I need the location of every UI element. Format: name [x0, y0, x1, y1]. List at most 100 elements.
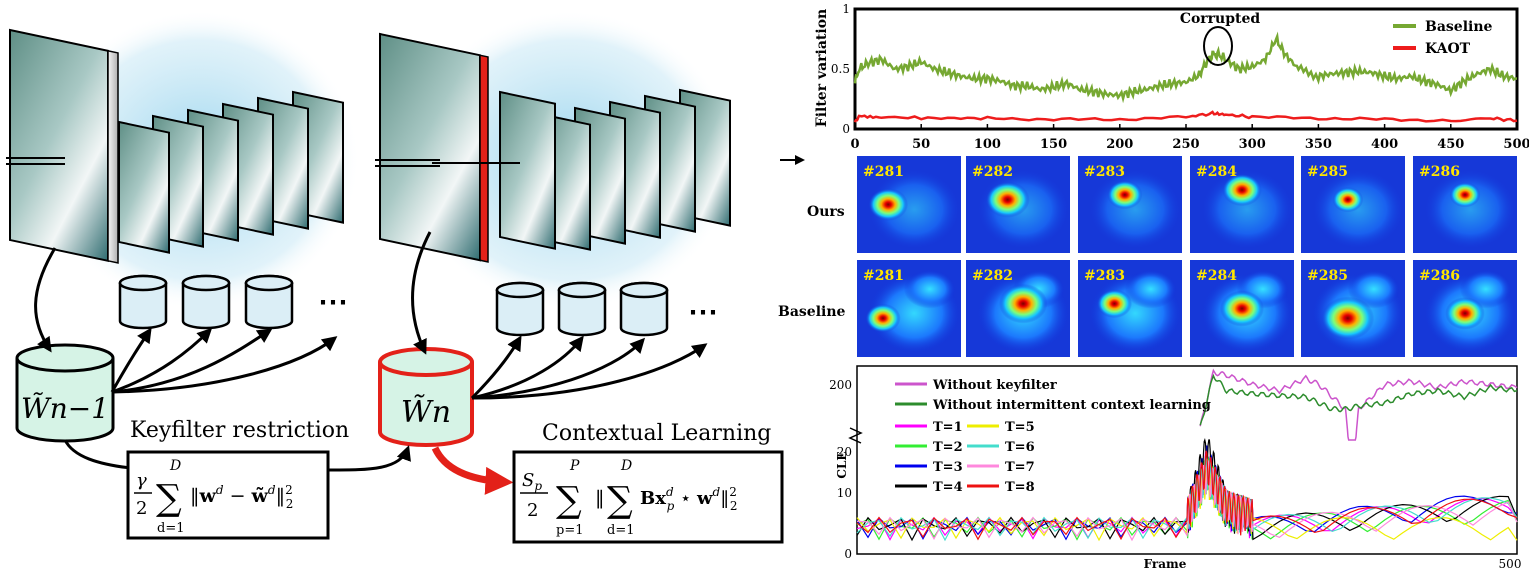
heatmap-baseline-3: #283 — [1078, 260, 1182, 357]
chart1-xtick-label: 500 — [1503, 137, 1529, 152]
heatmap-baseline-4: #284 — [1190, 260, 1294, 357]
legend-label: T=6 — [1005, 440, 1035, 455]
svg-text:‖wd − w̃d‖22: ‖wd − w̃d‖2 2 — [190, 483, 293, 511]
context-arrow — [431, 446, 514, 495]
heatmap-baseline-5: #285 — [1301, 260, 1405, 357]
svg-text:∑: ∑ — [156, 478, 182, 519]
corrupted-marker — [1203, 26, 1233, 66]
chart1-xtick-label: 200 — [1106, 137, 1133, 152]
chart2-series — [856, 368, 1518, 542]
chart1-frame — [853, 7, 1519, 131]
heatmap-baseline-6: #286 — [1413, 260, 1517, 357]
legend-kaot: KAOT — [1425, 41, 1471, 57]
svg-text:p=1: p=1 — [556, 523, 584, 538]
svg-text:2: 2 — [136, 498, 147, 519]
ellipsis-1: ⋯ — [318, 285, 348, 320]
pipeline-diagram: ⋯ ⋯ W̃n−1 W̃n — [6, 10, 805, 544]
legend-label: T=8 — [1005, 480, 1035, 495]
svg-text:∑: ∑ — [607, 480, 633, 521]
chart2-ytick-200: 200 — [829, 378, 852, 392]
legend-label: T=2 — [933, 440, 963, 455]
chart1-ylabel: Filter variation — [814, 9, 830, 127]
chart1-ytick-label: 0.5 — [831, 62, 850, 76]
heatmap-ours-6: #286 — [1413, 156, 1517, 253]
chart1-xtick-label: 250 — [1172, 137, 1199, 152]
heatmap-baseline-2: #282 — [966, 260, 1070, 357]
chart1-ytick-label: 1 — [842, 2, 850, 16]
filter-n-label: W̃n — [401, 395, 451, 430]
legend-label: T=5 — [1005, 420, 1035, 435]
chart1-xtick-label: 450 — [1437, 137, 1464, 152]
chart1-xtick-label: 100 — [974, 137, 1001, 152]
svg-text:γ: γ — [136, 470, 147, 491]
svg-text:‖: ‖ — [595, 487, 605, 509]
chart1-xtick-label: 150 — [1040, 137, 1067, 152]
keyfilter-label: Keyfilter restriction — [130, 418, 349, 443]
chart1-xtick-label: 350 — [1305, 137, 1332, 152]
row-label-ours: Ours — [807, 204, 845, 220]
chart1-series-baseline — [853, 31, 1518, 104]
legend-label: T=1 — [933, 420, 963, 435]
filter-variation-chart: Filter variation 0 0.5 1 0 50 100 150 200 250 30… — [814, 2, 1529, 152]
keyfilter-formula-box: γ 2 D ∑ d=1 ‖wd − w̃d‖2 2 — [126, 450, 330, 540]
filter-n-minus-1-label: W̃n−1 — [21, 392, 109, 425]
heatmap-frame-label: #283 — [1084, 268, 1125, 284]
heatmap-frame-label: #286 — [1419, 164, 1460, 180]
chart2-ylabel: CLE — [835, 451, 849, 478]
legend-baseline: Baseline — [1425, 19, 1493, 35]
memory-bank-1: ⋯ — [118, 274, 348, 330]
chart1-xtick-label: 400 — [1371, 137, 1398, 152]
frame-stack-2 — [375, 32, 731, 263]
legend-label: T=3 — [933, 460, 963, 475]
context-label: Contextual Learning — [542, 421, 771, 446]
heatmap-frame-label: #283 — [1084, 164, 1125, 180]
heatmap-baseline-1: #281 — [857, 260, 961, 357]
chart2-xlabel: Frame — [1144, 557, 1187, 571]
heatmap-frame-label: #284 — [1196, 164, 1237, 180]
chart1-series — [853, 31, 1518, 123]
chart2-xtick-500: 500 — [1499, 557, 1522, 571]
chart1-series-kaot — [853, 110, 1518, 123]
heatmap-frame-label: #285 — [1307, 268, 1348, 284]
svg-text:P: P — [569, 458, 580, 474]
legend-label: Without intermittent context learning — [932, 398, 1211, 413]
heatmap-ours-2: #282 — [966, 156, 1070, 253]
chart2-ytick-20: 20 — [837, 445, 852, 459]
svg-text:d=1: d=1 — [607, 523, 635, 538]
heatmap-frame-label: #282 — [972, 164, 1013, 180]
chart2-ytick-0: 0 — [844, 547, 852, 561]
heatmap-frame-label: #286 — [1419, 268, 1460, 284]
filter-n: W̃n — [378, 347, 474, 447]
filter-n-minus-1: W̃n−1 — [15, 343, 115, 443]
axis-break — [848, 427, 863, 444]
heatmap-frame-label: #281 — [863, 268, 904, 284]
chart2-series-line — [1199, 368, 1518, 441]
legend-label: T=7 — [1005, 460, 1035, 475]
chart1-xticks: 0 50 100 150 200 250 300 350 400 450 500 — [850, 124, 1529, 152]
chart1-xtick-label: 300 — [1239, 137, 1266, 152]
context-formula-box: Sp 2 P ∑ p=1 ‖ D ∑ d=1 Bxd p ⋆ wd‖2 2 — [512, 450, 784, 544]
frame-stack-1 — [6, 28, 344, 264]
chart1-ytick-label: 0 — [842, 122, 850, 136]
svg-text:∑: ∑ — [556, 480, 582, 521]
svg-text:d=1: d=1 — [157, 521, 185, 536]
chart1-xtick-label: 50 — [912, 137, 930, 152]
row-label-baseline: Baseline — [778, 304, 846, 320]
heatmap-frame-label: #282 — [972, 268, 1013, 284]
chart1-xtick-label: 0 — [850, 137, 859, 152]
legend-label: T=4 — [933, 480, 963, 495]
legend-label: Without keyfilter — [932, 378, 1057, 393]
heatmap-frame-label: #284 — [1196, 268, 1237, 284]
chart1-legend: Baseline KAOT — [1393, 19, 1493, 57]
svg-text:D: D — [620, 458, 632, 474]
heatmap-cells: #281 #282 #283 #284 #285 #286 #281 #282 #283 #284… — [857, 156, 1517, 357]
chart2-ytick-10: 10 — [837, 486, 852, 500]
heatmap-ours-1: #281 — [857, 156, 961, 253]
heatmap-ours-3: #283 — [1078, 156, 1182, 253]
heatmap-ours-4: #284 — [1190, 156, 1294, 253]
heatmap-frame-label: #285 — [1307, 164, 1348, 180]
chart2-series-line — [856, 450, 1518, 541]
cle-chart: CLE Frame 200 20 10 0 500 Without keyfil… — [829, 365, 1522, 571]
